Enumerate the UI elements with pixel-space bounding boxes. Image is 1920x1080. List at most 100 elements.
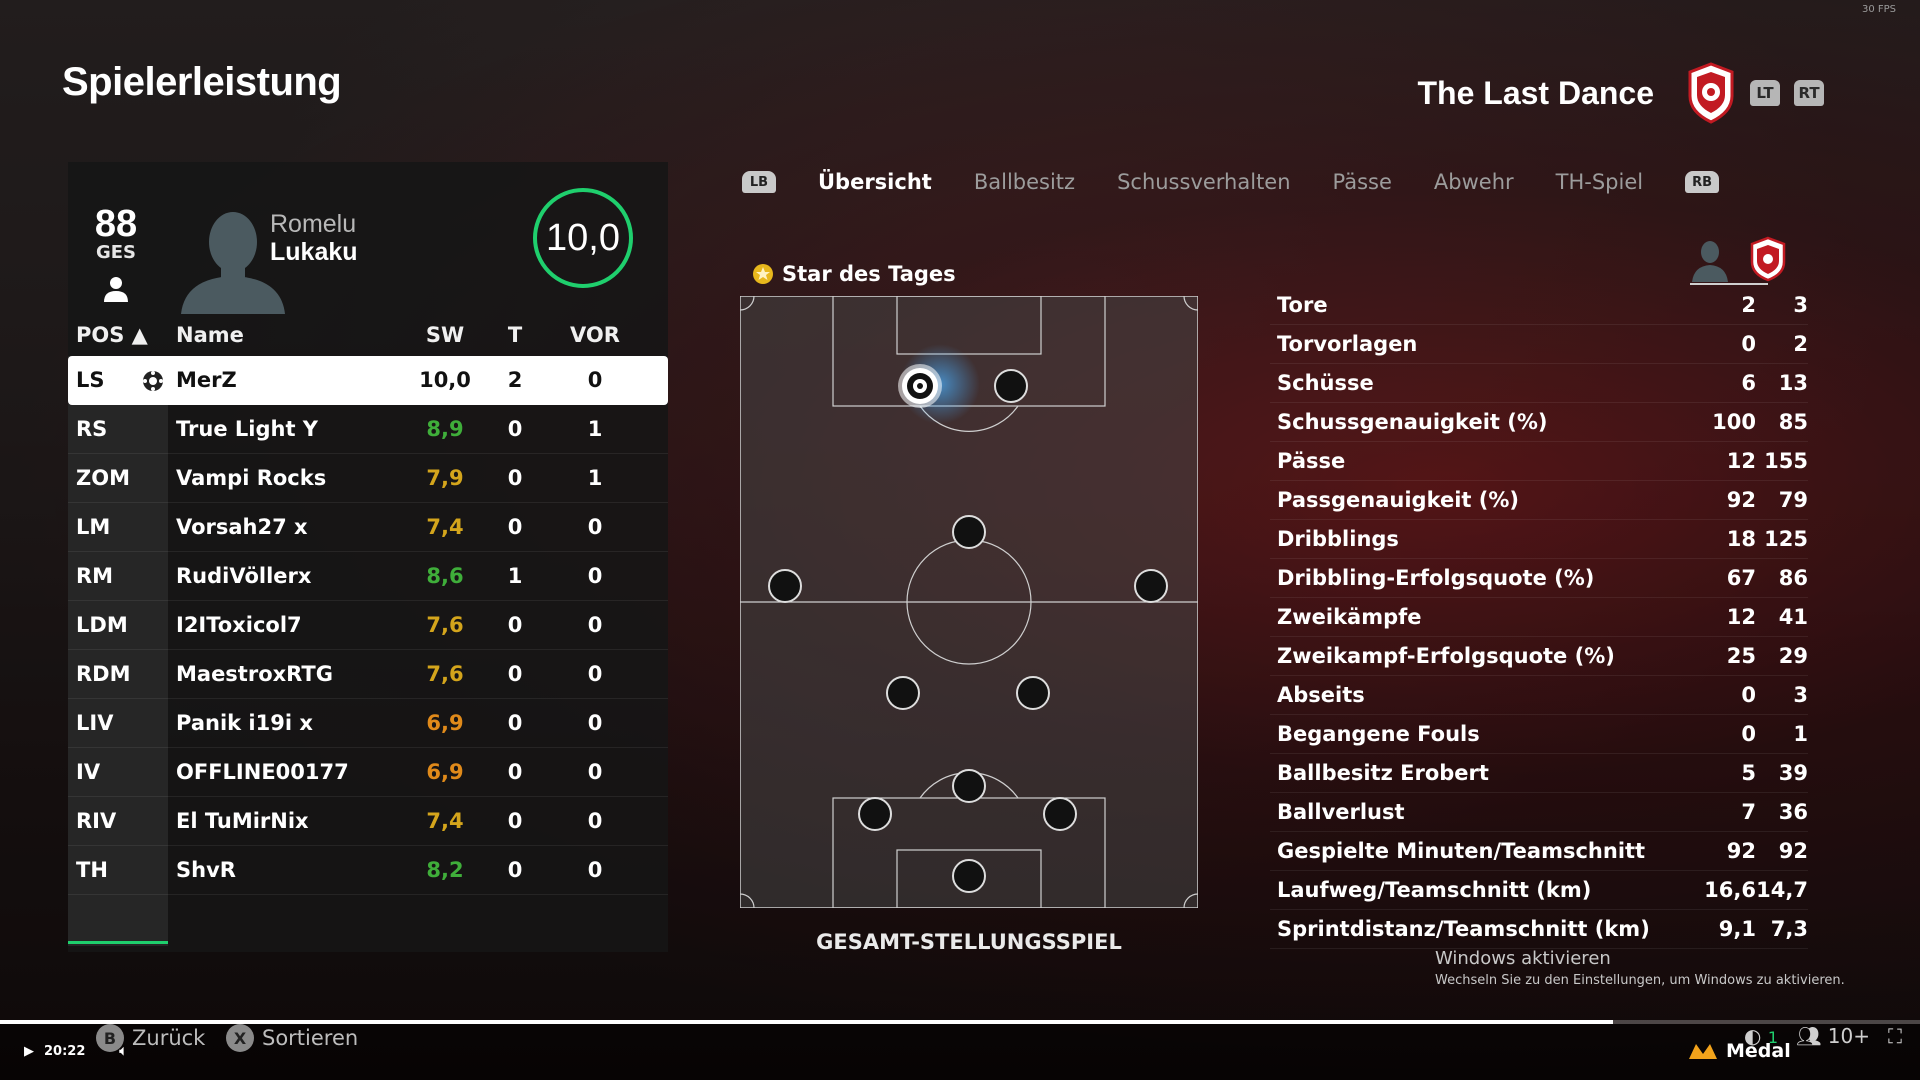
stat-row: Ballverlust 7 36 <box>1270 793 1808 832</box>
row-player-name: El TuMirNix <box>176 809 309 833</box>
table-row[interactable]: LS MerZ 10,0 2 0 <box>68 356 668 405</box>
table-row[interactable]: RM RudiVöllerx 8,6 1 0 <box>68 552 668 601</box>
col-pos-header[interactable]: POS ▲ <box>76 323 148 347</box>
stat-team-value: 39 <box>1778 761 1808 785</box>
stat-team-value: 125 <box>1764 527 1808 551</box>
team-name: The Last Dance <box>1417 74 1654 111</box>
stat-row: Dribblings 18 125 <box>1270 520 1808 559</box>
bottom-right-icons: ◐ 1 👥︎ 10+ ⛶ <box>1744 1024 1902 1048</box>
stat-label: Laufweg/Teamschnitt (km) <box>1277 878 1592 902</box>
row-position: LDM <box>76 613 128 637</box>
stat-row: Schüsse 6 13 <box>1270 364 1808 403</box>
tab-übersicht[interactable]: Übersicht <box>818 170 932 194</box>
row-assists: 1 <box>587 417 603 441</box>
stat-team-value: 85 <box>1778 410 1808 434</box>
stat-team-value: 3 <box>1793 293 1808 317</box>
row-player-name: True Light Y <box>176 417 318 441</box>
table-row[interactable]: TH ShvR 8,2 0 0 <box>68 846 668 895</box>
row-assists: 0 <box>587 760 603 784</box>
lt-button[interactable]: LT <box>1750 80 1780 106</box>
stat-label: Ballbesitz Erobert <box>1277 761 1489 785</box>
video-progress-bar[interactable] <box>0 1020 1920 1024</box>
tab-ballbesitz[interactable]: Ballbesitz <box>973 170 1076 194</box>
star-of-the-day-label: Star des Tages <box>782 262 956 286</box>
stat-player-value: 18 <box>1726 527 1756 551</box>
player-marker-zom[interactable] <box>952 515 986 549</box>
player-marker-th[interactable] <box>952 859 986 893</box>
b-button-icon: B <box>96 1024 124 1052</box>
stat-row: Tore 2 3 <box>1270 286 1808 325</box>
player-marker-liv[interactable] <box>858 797 892 831</box>
col-rating-header[interactable]: SW <box>425 323 465 347</box>
player-card: 88 GES Romelu Lukaku 10,0 <box>68 162 668 314</box>
stat-label: Abseits <box>1277 683 1365 707</box>
stat-label: Sprintdistanz/Teamschnitt (km) <box>1277 917 1650 941</box>
table-row[interactable]: LIV Panik i19i x 6,9 0 0 <box>68 699 668 748</box>
stat-team-value: 36 <box>1778 800 1808 824</box>
table-row[interactable]: RDM MaestroxRTG 7,6 0 0 <box>68 650 668 699</box>
viewers-count: 10+ <box>1827 1024 1870 1048</box>
col-goals-header[interactable]: T <box>507 323 523 347</box>
col-name-header[interactable]: Name <box>176 323 244 347</box>
viewers-icon[interactable]: 👥︎ 10+ <box>1796 1024 1870 1048</box>
stat-label: Begangene Fouls <box>1277 722 1480 746</box>
player-markers <box>768 364 1168 893</box>
row-position: IV <box>76 760 101 784</box>
player-marker-iv[interactable] <box>952 769 986 803</box>
row-position: LM <box>76 515 111 539</box>
row-rating: 10,0 <box>419 368 471 392</box>
stat-label: Passgenauigkeit (%) <box>1277 488 1520 512</box>
player-marker-rdm[interactable] <box>1016 676 1050 710</box>
tab-abwehr[interactable]: Abwehr <box>1433 170 1514 194</box>
player-marker-riv[interactable] <box>1043 797 1077 831</box>
stat-row: Schussgenauigkeit (%) 100 85 <box>1270 403 1808 442</box>
player-marker-lm[interactable] <box>768 569 802 603</box>
stat-label: Zweikämpfe <box>1277 605 1422 629</box>
tab-schussverhalten[interactable]: Schussverhalten <box>1117 170 1291 194</box>
stat-player-value: 16,6 <box>1704 878 1756 902</box>
notification-icon[interactable]: ◐ 1 <box>1744 1024 1779 1048</box>
player-marker-ldm[interactable] <box>886 676 920 710</box>
row-goals: 0 <box>507 417 523 441</box>
star-badge-icon <box>753 264 773 284</box>
row-goals: 0 <box>507 662 523 686</box>
team-column-crest-icon <box>1750 236 1786 282</box>
back-hint[interactable]: B Zurück <box>96 1024 205 1052</box>
row-assists: 0 <box>587 809 603 833</box>
col-assists-header[interactable]: VOR <box>570 323 620 347</box>
medal-branding[interactable]: Medal <box>1688 1040 1791 1062</box>
stats-columns-header <box>1690 236 1788 282</box>
table-header: POS ▲ Name SW T VOR <box>68 314 668 356</box>
row-goals: 0 <box>507 613 523 637</box>
volume-icon[interactable]: 🔈︎ <box>119 1044 128 1059</box>
table-row[interactable]: IV OFFLINE00177 6,9 0 0 <box>68 748 668 797</box>
table-row[interactable]: LDM I2IToxicol7 7,6 0 0 <box>68 601 668 650</box>
stat-player-value: 7 <box>1741 800 1756 824</box>
table-row[interactable]: RIV El TuMirNix 7,4 0 0 <box>68 797 668 846</box>
player-marker-rs[interactable] <box>994 369 1028 403</box>
stat-player-value: 92 <box>1726 839 1756 863</box>
player-marker-rm[interactable] <box>1134 569 1168 603</box>
tab-th-spiel[interactable]: TH-Spiel <box>1555 170 1644 194</box>
sort-hint[interactable]: X Sortieren <box>226 1024 358 1052</box>
star-of-the-day: Star des Tages <box>752 262 956 286</box>
stat-player-value: 92 <box>1726 488 1756 512</box>
stats-column-underline <box>1690 283 1768 285</box>
windows-activation-title: Windows aktivieren <box>1435 948 1611 969</box>
row-rating: 7,6 <box>426 613 464 637</box>
table-row[interactable]: ZOM Vampi Rocks 7,9 0 1 <box>68 454 668 503</box>
fullscreen-icon[interactable]: ⛶ <box>1888 1024 1902 1048</box>
rt-button[interactable]: RT <box>1794 80 1824 106</box>
table-row[interactable]: RS True Light Y 8,9 0 1 <box>68 405 668 454</box>
stat-player-value: 6 <box>1741 371 1756 395</box>
player-name: Romelu Lukaku <box>270 210 358 266</box>
back-label: Zurück <box>132 1026 206 1050</box>
play-icon[interactable]: ▶ <box>24 1044 34 1059</box>
rb-button[interactable]: RB <box>1685 171 1720 193</box>
bottom-bar <box>0 1024 1920 1080</box>
tab-pässe[interactable]: Pässe <box>1332 170 1392 194</box>
table-row[interactable]: LM Vorsah27 x 7,4 0 0 <box>68 503 668 552</box>
stat-row: Zweikampf-Erfolgsquote (%) 25 29 <box>1270 637 1808 676</box>
lb-button[interactable]: LB <box>742 171 776 193</box>
stat-row: Laufweg/Teamschnitt (km) 16,6 14,7 <box>1270 871 1808 910</box>
